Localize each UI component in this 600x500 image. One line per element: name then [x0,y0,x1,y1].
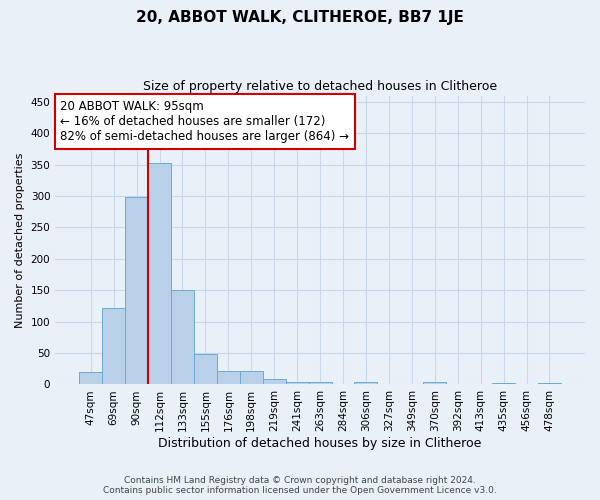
Bar [308,382,332,384]
Bar [263,380,286,384]
Bar [240,370,263,384]
Bar [492,383,515,384]
Bar [171,290,194,384]
Text: 20, ABBOT WALK, CLITHEROE, BB7 1JE: 20, ABBOT WALK, CLITHEROE, BB7 1JE [136,10,464,25]
Text: Contains HM Land Registry data © Crown copyright and database right 2024.
Contai: Contains HM Land Registry data © Crown c… [103,476,497,495]
Bar [538,382,561,384]
Y-axis label: Number of detached properties: Number of detached properties [15,152,25,328]
Bar [148,164,171,384]
Bar [355,382,377,384]
Bar [102,308,125,384]
Bar [125,196,148,384]
Bar [217,370,240,384]
Bar [286,382,308,384]
Bar [423,382,446,384]
Title: Size of property relative to detached houses in Clitheroe: Size of property relative to detached ho… [143,80,497,93]
Bar [79,372,102,384]
Text: 20 ABBOT WALK: 95sqm
← 16% of detached houses are smaller (172)
82% of semi-deta: 20 ABBOT WALK: 95sqm ← 16% of detached h… [61,100,349,143]
X-axis label: Distribution of detached houses by size in Clitheroe: Distribution of detached houses by size … [158,437,482,450]
Bar [194,354,217,384]
